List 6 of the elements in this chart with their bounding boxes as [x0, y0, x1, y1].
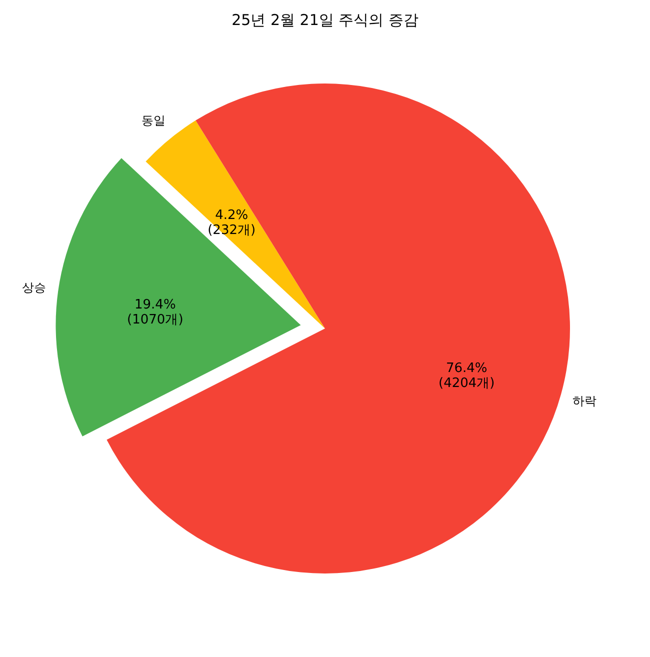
data-label: 19.4% (1070개) [127, 298, 184, 328]
chart-title: 25년 2월 21일 주식의 증감 [232, 11, 418, 29]
slice-label: 상승 [22, 280, 46, 295]
data-label: 76.4% (4204개) [438, 360, 495, 391]
slice-label: 동일 [142, 113, 166, 128]
slice-label: 하락 [572, 394, 597, 408]
